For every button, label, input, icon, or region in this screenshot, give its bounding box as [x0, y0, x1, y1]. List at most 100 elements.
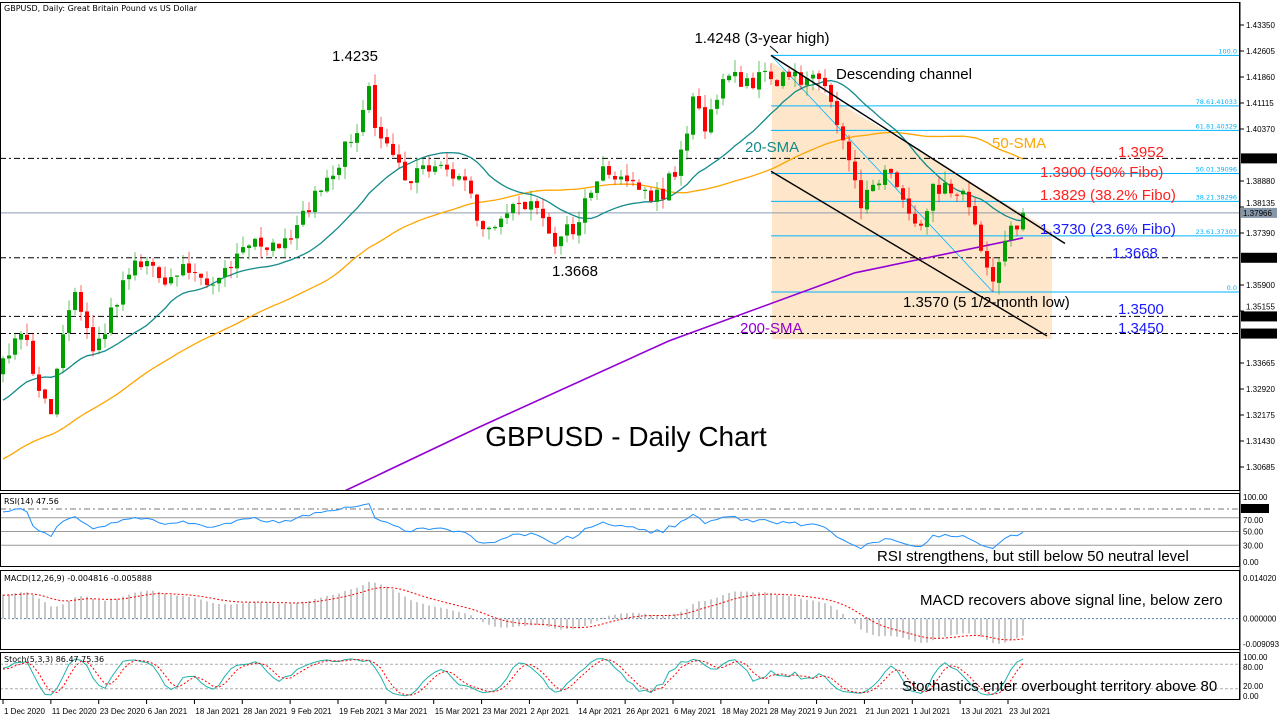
candle-bearish: [373, 85, 377, 128]
label-fibo-50: 1.3900 (50% Fibo): [1040, 164, 1163, 181]
macd-histogram-bar: [218, 603, 220, 619]
candle-bearish: [445, 164, 449, 170]
candle-bearish: [541, 208, 545, 219]
macd-histogram-bar: [506, 618, 508, 628]
candle-bearish: [841, 126, 845, 141]
candle-bearish: [205, 278, 209, 286]
candle-bearish: [607, 166, 611, 175]
macd-tick-label: -0.009093: [1243, 640, 1280, 649]
candle-bullish: [241, 247, 245, 253]
candle-bearish: [37, 374, 41, 391]
candle-bullish: [871, 184, 875, 192]
macd-histogram-bar: [662, 615, 664, 619]
fibonacci-level-label: 50.01.39096: [1196, 165, 1237, 173]
candle-bearish: [889, 168, 893, 173]
x-tick-label: 26 Apr 2021: [626, 707, 670, 716]
candle-bullish: [679, 149, 683, 176]
candle-bearish: [739, 72, 743, 87]
candle-bearish: [775, 80, 779, 87]
macd-histogram-bar: [638, 613, 640, 619]
candle-bearish: [637, 182, 641, 190]
candle-bearish: [649, 190, 653, 202]
x-tick-label: 15 Mar 2021: [435, 707, 480, 716]
macd-histogram-bar: [308, 600, 310, 619]
label-3y-high: 1.4248 (3-year high): [694, 30, 829, 47]
y-tick-label: 1.41115: [1246, 99, 1274, 108]
candle-bullish: [925, 211, 929, 228]
candle-bullish: [457, 176, 461, 180]
macd-histogram-bar: [416, 602, 418, 619]
macd-histogram-bar: [752, 592, 754, 619]
y-tick-label: 1.31430: [1246, 437, 1275, 446]
macd-histogram-bar: [722, 595, 724, 619]
price-plot: 100.0 78.61.41033 61.81.40329 50.01.39096 38…: [1, 47, 1239, 490]
label-resistance-13952: 1.3952: [1118, 144, 1164, 161]
candle-bullish: [589, 192, 593, 198]
macd-histogram-bar: [560, 618, 562, 630]
macd-histogram-bar: [290, 603, 292, 619]
macd-histogram-bar: [146, 590, 148, 619]
macd-histogram-bar: [848, 618, 850, 620]
macd-histogram-bar: [320, 597, 322, 619]
candle-bearish: [409, 181, 413, 184]
macd-histogram-bar: [254, 601, 256, 619]
macd-histogram-bar: [92, 598, 94, 619]
macd-histogram-bar: [596, 618, 598, 621]
candle-bullish: [325, 177, 329, 192]
candle-bearish: [163, 277, 167, 285]
macd-histogram-bar: [626, 613, 628, 619]
macd-histogram-bar: [836, 609, 838, 619]
fibonacci-level-label: 0.0: [1227, 284, 1237, 292]
fibonacci-level-label: 38.21.38296: [1196, 193, 1237, 201]
macd-histogram-bar: [278, 603, 280, 619]
macd-histogram-bar: [32, 594, 34, 619]
macd-histogram-bar: [356, 587, 358, 619]
candle-bearish: [769, 71, 773, 80]
candle-bullish: [121, 280, 125, 305]
y-tick-label: 1.38135: [1246, 199, 1275, 208]
candle-bullish: [343, 141, 347, 167]
macd-histogram-bar: [878, 618, 880, 637]
candle-bearish: [1015, 225, 1019, 230]
y-tick-label: 1.30685: [1246, 463, 1275, 472]
y-tick-label: 1.43350: [1246, 21, 1275, 30]
macd-histogram-bar: [992, 618, 994, 644]
candle-bearish: [547, 216, 551, 234]
macd-histogram-bar: [194, 598, 196, 619]
candle-bullish: [61, 334, 65, 368]
macd-histogram-bar: [944, 618, 946, 637]
macd-histogram-bar: [938, 618, 940, 639]
annotations: 1.4235 1.4248 (3-year high) Descending c…: [4, 30, 1223, 695]
candle-bullish: [493, 226, 497, 229]
candle-bullish: [667, 173, 671, 201]
candle-bearish: [85, 311, 89, 329]
macd-histogram-bar: [1022, 618, 1024, 636]
macd-histogram-bar: [212, 602, 214, 619]
candle-bullish: [133, 260, 137, 276]
macd-histogram-bar: [668, 614, 670, 619]
macd-label: MACD(12,26,9) -0.004816 -0.005888: [4, 574, 152, 583]
candle-bearish: [265, 247, 269, 250]
candle-bullish: [73, 291, 77, 310]
candle-bullish: [103, 334, 107, 340]
macd-histogram-bar: [974, 618, 976, 635]
macd-histogram-bar: [476, 618, 478, 620]
macd-histogram-bar: [962, 618, 964, 634]
price-tag: [1241, 311, 1277, 322]
candle-bullish: [805, 78, 809, 86]
main-frame: [0, 2, 1240, 491]
x-tick-label: 9 Jun 2021: [818, 707, 858, 716]
candle-bearish: [199, 273, 203, 278]
macd-histogram-bar: [776, 594, 778, 619]
macd-histogram-bar: [482, 618, 484, 623]
macd-histogram-bar: [386, 586, 388, 619]
candle-bearish: [673, 172, 677, 177]
macd-histogram-bar: [728, 593, 730, 619]
candle-bearish: [787, 71, 791, 78]
macd-histogram-bar: [818, 601, 820, 619]
macd-histogram-bar: [740, 591, 742, 619]
candle-bearish: [703, 107, 707, 132]
x-tick-label: 28 Jan 2021: [243, 707, 288, 716]
high-pointer: [769, 45, 779, 54]
